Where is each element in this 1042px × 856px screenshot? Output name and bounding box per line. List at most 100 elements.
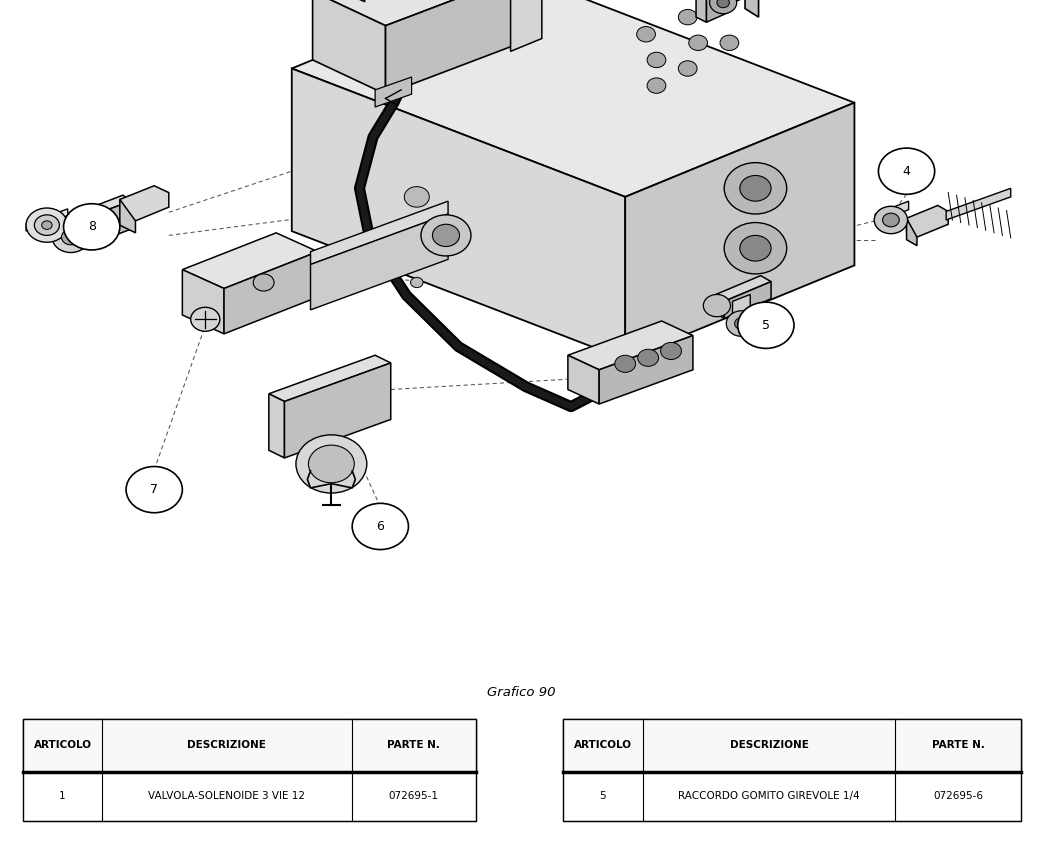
Circle shape	[52, 222, 90, 253]
Text: 072695-6: 072695-6	[934, 791, 983, 801]
Polygon shape	[26, 209, 68, 231]
Polygon shape	[120, 186, 169, 221]
Circle shape	[647, 78, 666, 93]
Circle shape	[296, 435, 367, 493]
Polygon shape	[733, 294, 750, 325]
Text: 5: 5	[762, 318, 770, 332]
Text: ARTICOLO: ARTICOLO	[574, 740, 631, 751]
Polygon shape	[323, 0, 365, 2]
Circle shape	[615, 355, 636, 372]
Circle shape	[883, 213, 899, 227]
Circle shape	[253, 274, 274, 291]
Polygon shape	[292, 68, 625, 360]
Text: 6: 6	[376, 520, 384, 533]
Polygon shape	[375, 77, 412, 107]
Text: 5: 5	[599, 791, 606, 801]
Circle shape	[724, 223, 787, 274]
Polygon shape	[706, 0, 729, 22]
Polygon shape	[63, 218, 70, 253]
Text: DESCRIZIONE: DESCRIZIONE	[729, 740, 809, 751]
Circle shape	[64, 204, 120, 250]
Polygon shape	[284, 363, 391, 458]
Polygon shape	[269, 394, 284, 458]
Circle shape	[388, 250, 404, 264]
Circle shape	[724, 163, 787, 214]
Polygon shape	[714, 295, 724, 318]
Circle shape	[34, 215, 59, 235]
Circle shape	[726, 311, 758, 336]
Polygon shape	[311, 214, 448, 310]
Circle shape	[421, 215, 471, 256]
Text: RACCORDO GOMITO GIREVOLE 1/4: RACCORDO GOMITO GIREVOLE 1/4	[678, 791, 860, 801]
Bar	[23, 719, 476, 772]
Circle shape	[404, 187, 429, 207]
Circle shape	[661, 342, 681, 360]
Text: Grafico 90: Grafico 90	[487, 687, 555, 699]
Circle shape	[191, 307, 220, 331]
Polygon shape	[599, 336, 693, 404]
Circle shape	[411, 277, 423, 288]
Circle shape	[720, 35, 739, 51]
Bar	[23, 719, 476, 821]
Polygon shape	[224, 252, 318, 334]
Text: DESCRIZIONE: DESCRIZIONE	[188, 740, 267, 751]
Bar	[563, 719, 1021, 821]
Polygon shape	[313, 0, 521, 26]
Text: 1: 1	[59, 791, 66, 801]
Polygon shape	[907, 205, 948, 237]
Circle shape	[126, 467, 182, 513]
Polygon shape	[714, 276, 771, 301]
Circle shape	[26, 208, 68, 242]
Bar	[563, 719, 1021, 772]
Polygon shape	[745, 0, 759, 17]
Polygon shape	[313, 0, 386, 94]
Polygon shape	[63, 195, 130, 224]
Circle shape	[432, 224, 460, 247]
Polygon shape	[182, 233, 318, 288]
Circle shape	[740, 175, 771, 201]
Circle shape	[710, 0, 737, 14]
Text: 4: 4	[902, 164, 911, 178]
Circle shape	[678, 61, 697, 76]
Polygon shape	[120, 199, 135, 233]
Polygon shape	[724, 282, 771, 318]
Circle shape	[717, 0, 729, 8]
Polygon shape	[946, 188, 1011, 220]
Text: PARTE N.: PARTE N.	[932, 740, 985, 751]
Polygon shape	[625, 103, 854, 360]
Circle shape	[352, 503, 408, 550]
Text: PARTE N.: PARTE N.	[388, 740, 441, 751]
Circle shape	[637, 27, 655, 42]
Polygon shape	[269, 355, 391, 401]
Circle shape	[647, 52, 666, 68]
Polygon shape	[511, 0, 542, 51]
Text: 7: 7	[150, 483, 158, 496]
Polygon shape	[182, 270, 224, 334]
Circle shape	[689, 35, 708, 51]
Polygon shape	[568, 321, 693, 370]
Polygon shape	[386, 0, 521, 94]
Circle shape	[428, 223, 447, 239]
Circle shape	[735, 318, 749, 330]
Circle shape	[638, 349, 659, 366]
Circle shape	[738, 302, 794, 348]
Polygon shape	[696, 0, 706, 22]
Polygon shape	[292, 0, 854, 197]
Text: VALVOLA-SOLENOIDE 3 VIE 12: VALVOLA-SOLENOIDE 3 VIE 12	[148, 791, 305, 801]
Polygon shape	[907, 218, 917, 246]
Polygon shape	[311, 201, 448, 265]
Circle shape	[678, 9, 697, 25]
Text: 8: 8	[88, 220, 96, 234]
Polygon shape	[568, 355, 599, 404]
Circle shape	[740, 235, 771, 261]
Circle shape	[61, 229, 80, 245]
Circle shape	[878, 148, 935, 194]
Polygon shape	[875, 201, 909, 223]
Text: ARTICOLO: ARTICOLO	[33, 740, 92, 751]
Circle shape	[703, 294, 730, 317]
Polygon shape	[70, 201, 130, 253]
Circle shape	[308, 445, 354, 483]
Circle shape	[42, 221, 52, 229]
Text: 072695-1: 072695-1	[389, 791, 439, 801]
Polygon shape	[709, 0, 759, 9]
